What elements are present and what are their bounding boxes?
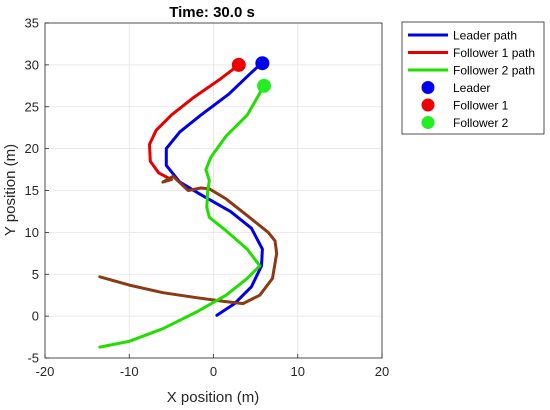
legend-label: Leader [453, 81, 490, 95]
follower-2-path-line [98, 84, 266, 349]
x-axis-label: X position (m) [167, 389, 260, 406]
axis-ticks: -20 -10 0 10 20 -5 0 5 10 15 20 25 30 35 [25, 16, 390, 380]
legend-marker-swatch [421, 81, 435, 94]
x-tick-label: -10 [120, 364, 139, 379]
legend-label: Follower 2 path [453, 64, 535, 78]
x-tick-label: 0 [210, 364, 217, 379]
y-tick-label: 5 [32, 267, 39, 282]
y-tick-label: 15 [25, 183, 39, 198]
leader-path-line [164, 61, 264, 317]
follower-1-trail-line [98, 174, 279, 306]
y-tick-label: 25 [25, 99, 39, 114]
series-layer [98, 56, 279, 349]
legend-box [401, 21, 545, 135]
y-axis-label: Y position (m) [2, 144, 19, 236]
legend-label: Follower 2 [453, 116, 509, 130]
y-tick-label: 35 [25, 16, 39, 31]
y-tick-label: 10 [25, 225, 39, 240]
x-tick-label: -20 [36, 364, 55, 379]
chart-title: Time: 30.0 s [169, 4, 255, 21]
legend-label: Leader path [453, 29, 517, 43]
y-tick-label: -5 [27, 351, 39, 366]
legend-label: Follower 1 path [453, 46, 535, 60]
follower-2-marker [257, 78, 272, 93]
legend-label: Follower 1 [453, 99, 509, 113]
legend: Leader path Follower 1 path Follower 2 pat… [401, 21, 545, 135]
follower-1-path-line [148, 63, 241, 182]
x-tick-label: 10 [291, 364, 305, 379]
y-tick-label: 20 [25, 141, 39, 156]
leader-marker [255, 56, 270, 71]
y-tick-label: 0 [32, 309, 39, 324]
legend-marker-swatch [421, 98, 435, 112]
legend-marker-swatch [421, 116, 435, 129]
x-tick-label: 20 [375, 364, 389, 379]
follower-1-marker [231, 57, 246, 72]
y-tick-label: 30 [25, 57, 39, 72]
